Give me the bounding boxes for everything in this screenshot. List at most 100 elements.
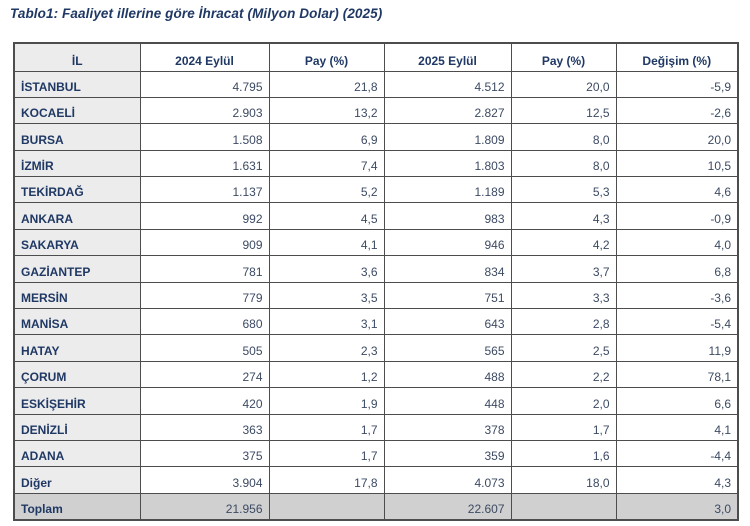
pay-2025-cell: 4,3 xyxy=(510,202,617,230)
degisim-cell: 4,6 xyxy=(615,176,739,204)
pay-2025-cell: 5,3 xyxy=(510,176,617,204)
pay-2024-cell: 1,7 xyxy=(268,439,385,468)
pay-2025-cell: 18,0 xyxy=(510,466,617,494)
pay-2025-cell: 3,7 xyxy=(510,255,617,283)
pay-2024-cell: 3,5 xyxy=(268,281,385,310)
table-row: İSTANBUL 4.795 21,8 4.512 20,0 -5,9 xyxy=(13,70,739,98)
pay-2024-cell: 3,1 xyxy=(268,308,385,336)
value-2025-cell: 1.809 xyxy=(383,123,512,151)
degisim-cell: 78,1 xyxy=(615,360,739,389)
degisim-cell: 4,3 xyxy=(615,466,739,494)
column-header-il: İL xyxy=(13,42,141,72)
table-row: DENİZLİ 363 1,7 378 1,7 4,1 xyxy=(13,413,739,441)
value-2025-cell: 983 xyxy=(383,202,512,230)
value-2024-cell: 1.631 xyxy=(139,149,270,178)
il-cell: SAKARYA xyxy=(13,228,141,257)
column-header-pay-2025: Pay (%) xyxy=(510,42,617,72)
table-row: MERSİN 779 3,5 751 3,3 -3,6 xyxy=(13,281,739,310)
value-2025-cell: 359 xyxy=(383,439,512,468)
pay-2025-cell: 2,8 xyxy=(510,308,617,336)
total-label: Toplam xyxy=(13,492,141,521)
pay-2025-cell: 1,6 xyxy=(510,439,617,468)
pay-2024-cell: 1,2 xyxy=(268,360,385,389)
total-pay-2024-value xyxy=(268,492,385,521)
degisim-cell: 20,0 xyxy=(615,123,739,151)
table-row: Diğer 3.904 17,8 4.073 18,0 4,3 xyxy=(13,466,739,494)
table-row: HATAY 505 2,3 565 2,5 11,9 xyxy=(13,334,739,362)
il-cell: Diğer xyxy=(13,466,141,494)
pay-2024-cell: 2,3 xyxy=(268,334,385,362)
degisim-cell: -5,4 xyxy=(615,308,739,336)
table-row: ÇORUM 274 1,2 488 2,2 78,1 xyxy=(13,360,739,389)
table-row: SAKARYA 909 4,1 946 4,2 4,0 xyxy=(13,228,739,257)
value-2025-cell: 565 xyxy=(383,334,512,362)
total-row: Toplam 21.956 22.607 3,0 xyxy=(13,492,739,521)
il-cell: ÇORUM xyxy=(13,360,141,389)
pay-2024-cell: 1,7 xyxy=(268,413,385,441)
degisim-cell: 6,6 xyxy=(615,387,739,415)
degisim-cell: 10,5 xyxy=(615,149,739,178)
il-cell: MANİSA xyxy=(13,308,141,336)
column-header-pay-2024: Pay (%) xyxy=(268,42,385,72)
value-2024-cell: 680 xyxy=(139,308,270,336)
il-cell: ADANA xyxy=(13,439,141,468)
value-2025-cell: 448 xyxy=(383,387,512,415)
value-2025-cell: 643 xyxy=(383,308,512,336)
value-2024-cell: 1.508 xyxy=(139,123,270,151)
value-2025-cell: 751 xyxy=(383,281,512,310)
pay-2024-cell: 17,8 xyxy=(268,466,385,494)
export-table: İL 2024 Eylül Pay (%) 2025 Eylül Pay (%)… xyxy=(13,42,739,522)
degisim-cell: -2,6 xyxy=(615,96,739,125)
il-cell: İZMİR xyxy=(13,149,141,178)
table-row: GAZİANTEP 781 3,6 834 3,7 6,8 xyxy=(13,255,739,283)
value-2024-cell: 4.795 xyxy=(139,70,270,98)
header-row: İL 2024 Eylül Pay (%) 2025 Eylül Pay (%)… xyxy=(13,42,739,72)
il-cell: DENİZLİ xyxy=(13,413,141,441)
value-2024-cell: 781 xyxy=(139,255,270,283)
pay-2024-cell: 3,6 xyxy=(268,255,385,283)
value-2025-cell: 834 xyxy=(383,255,512,283)
value-2024-cell: 505 xyxy=(139,334,270,362)
pay-2024-cell: 13,2 xyxy=(268,96,385,125)
pay-2025-cell: 2,5 xyxy=(510,334,617,362)
table-row: TEKİRDAĞ 1.137 5,2 1.189 5,3 4,6 xyxy=(13,176,739,204)
value-2025-cell: 4.512 xyxy=(383,70,512,98)
value-2025-cell: 2.827 xyxy=(383,96,512,125)
il-cell: ESKİŞEHİR xyxy=(13,387,141,415)
pay-2025-cell: 12,5 xyxy=(510,96,617,125)
value-2024-cell: 274 xyxy=(139,360,270,389)
degisim-cell: 11,9 xyxy=(615,334,739,362)
column-header-2025-eylul: 2025 Eylül xyxy=(383,42,512,72)
pay-2024-cell: 5,2 xyxy=(268,176,385,204)
total-pay-2025-value xyxy=(510,492,617,521)
pay-2024-cell: 4,5 xyxy=(268,202,385,230)
value-2024-cell: 1.137 xyxy=(139,176,270,204)
pay-2024-cell: 6,9 xyxy=(268,123,385,151)
pay-2024-cell: 4,1 xyxy=(268,228,385,257)
table-row: ESKİŞEHİR 420 1,9 448 2,0 6,6 xyxy=(13,387,739,415)
column-header-2024-eylul: 2024 Eylül xyxy=(139,42,270,72)
pay-2024-cell: 21,8 xyxy=(268,70,385,98)
degisim-cell: -5,9 xyxy=(615,70,739,98)
degisim-cell: 4,1 xyxy=(615,413,739,441)
pay-2024-cell: 1,9 xyxy=(268,387,385,415)
value-2024-cell: 2.903 xyxy=(139,96,270,125)
table-row: KOCAELİ 2.903 13,2 2.827 12,5 -2,6 xyxy=(13,96,739,125)
value-2024-cell: 363 xyxy=(139,413,270,441)
il-cell: BURSA xyxy=(13,123,141,151)
pay-2025-cell: 20,0 xyxy=(510,70,617,98)
il-cell: GAZİANTEP xyxy=(13,255,141,283)
pay-2025-cell: 4,2 xyxy=(510,228,617,257)
il-cell: KOCAELİ xyxy=(13,96,141,125)
il-cell: ANKARA xyxy=(13,202,141,230)
table-row: ADANA 375 1,7 359 1,6 -4,4 xyxy=(13,439,739,468)
value-2024-cell: 375 xyxy=(139,439,270,468)
pay-2025-cell: 3,3 xyxy=(510,281,617,310)
value-2025-cell: 488 xyxy=(383,360,512,389)
table-row: MANİSA 680 3,1 643 2,8 -5,4 xyxy=(13,308,739,336)
total-2024-value: 21.956 xyxy=(139,492,270,521)
pay-2025-cell: 2,0 xyxy=(510,387,617,415)
pay-2025-cell: 8,0 xyxy=(510,123,617,151)
degisim-cell: 4,0 xyxy=(615,228,739,257)
